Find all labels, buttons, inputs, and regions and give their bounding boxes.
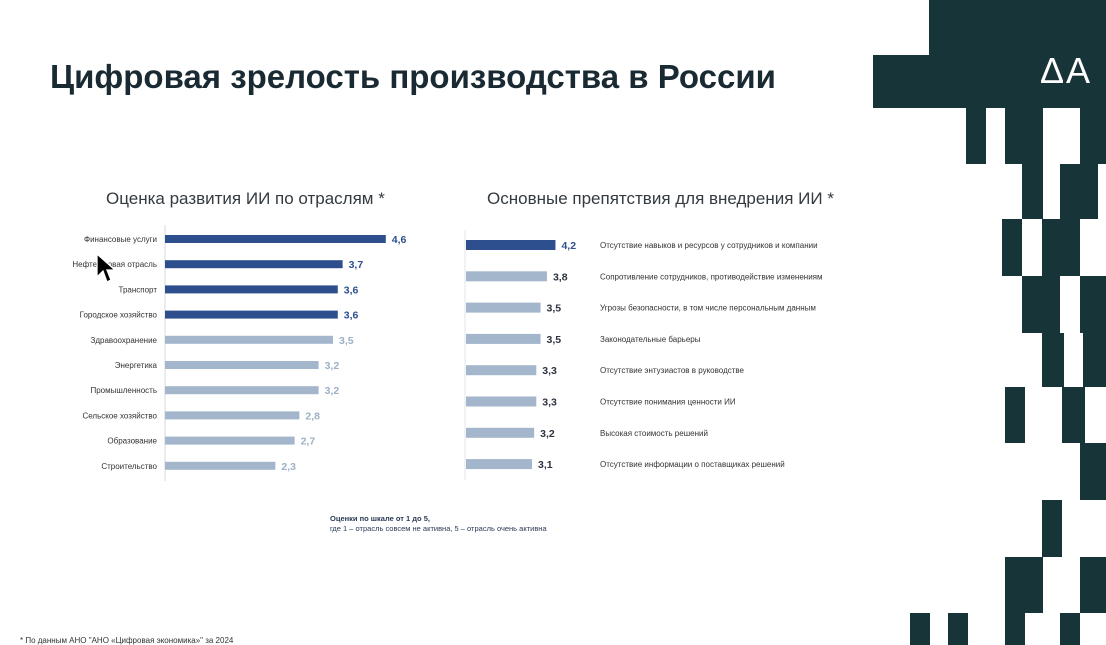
chart2-bar (466, 240, 556, 250)
company-logo: ΔΑ (1040, 50, 1093, 91)
chart2-category-label: Сопротивление сотрудников, противодейств… (600, 272, 823, 281)
brand-block (966, 108, 986, 164)
chart2-value-label: 3,3 (542, 365, 557, 377)
chart2-category-label: Отсутствие понимания ценности ИИ (600, 398, 736, 407)
brand-block (1022, 164, 1043, 219)
chart2-category-label: Отсутствие навыков и ресурсов у сотрудни… (600, 241, 818, 250)
chart2-category-label: Отсутствие энтузиастов в руководстве (600, 366, 745, 375)
brand-block (910, 613, 930, 645)
chart-industry-title: Оценка развития ИИ по отраслям * (106, 189, 385, 208)
chart1-value-label: 3,2 (325, 385, 340, 397)
chart1-value-label: 2,7 (301, 436, 316, 448)
chart2-value-label: 3,2 (540, 428, 555, 440)
chart1-category-label: Образование (107, 437, 157, 446)
chart2-value-label: 3,1 (538, 459, 553, 471)
chart2-category-label: Угрозы безопасности, в том числе персона… (600, 304, 816, 313)
chart1-bar (165, 285, 338, 294)
brand-block (1060, 613, 1080, 645)
chart2-bar (466, 271, 547, 282)
chart1-bar (165, 461, 276, 470)
chart1-value-label: 4,6 (392, 234, 407, 246)
chart2-category-label: Высокая стоимость решений (600, 429, 708, 438)
brand-block (929, 0, 1106, 55)
brand-block (1022, 276, 1060, 333)
brand-block (1060, 164, 1098, 219)
chart1-category-label: Транспорт (119, 285, 158, 294)
brand-block (948, 613, 968, 645)
chart1-bar (165, 235, 386, 243)
brand-block (1080, 276, 1106, 333)
chart2-value-label: 4,2 (561, 240, 576, 252)
chart2-value-label: 3,8 (553, 271, 568, 283)
brand-block (1005, 613, 1025, 645)
scale-note: Оценки по шкале от 1 до 5, где 1 – отрас… (330, 514, 547, 534)
brand-block (1005, 557, 1043, 613)
chart2-category-label: Отсутствие информации о поставщиках реше… (600, 460, 785, 469)
chart-ai-obstacles: 4,2 Отсутствие навыков и ресурсов у сотру… (464, 230, 823, 480)
chart2-bar (466, 396, 537, 407)
page-title: Цифровая зрелость производства в России (50, 58, 776, 95)
chart1-value-label: 3,7 (349, 259, 364, 271)
chart1-category-label: Здравоохранение (91, 336, 158, 345)
scale-note-line2: где 1 – отрасль совсем не активна, 5 – о… (330, 524, 547, 533)
chart1-bar (165, 335, 333, 344)
chart2-bar (466, 333, 541, 344)
chart1-value-label: 3,6 (344, 284, 359, 296)
brand-block (1042, 219, 1080, 276)
chart1-value-label: 3,2 (325, 360, 340, 372)
brand-block (1005, 387, 1025, 443)
chart2-category-label: Законодательные барьеры (600, 335, 701, 344)
chart2-bar (466, 427, 535, 438)
chart1-value-label: 2,3 (281, 461, 296, 473)
chart1-value-label: 3,5 (339, 335, 354, 347)
footnote: * По данным АНО "АНО «Цифровая экономика… (20, 636, 234, 645)
chart1-value-label: 2,8 (305, 410, 320, 422)
chart2-bar (466, 365, 537, 376)
brand-block (1062, 387, 1085, 443)
brand-block (1080, 557, 1106, 613)
chart1-category-label: Нефтегазовая отрасль (72, 260, 157, 269)
chart1-bar (165, 260, 343, 269)
chart2-bar (466, 459, 533, 470)
chart-obstacles-title: Основные препятствия для внедрения ИИ * (487, 189, 834, 208)
brand-block (1002, 219, 1022, 276)
chart2-value-label: 3,5 (547, 334, 562, 346)
chart-industry-ai-development: Финансовые услуги 4,6 Нефтегазовая отрасль… (72, 225, 407, 481)
chart1-bar (165, 386, 319, 395)
chart1-bar (165, 411, 300, 420)
brand-block (1005, 108, 1043, 164)
chart1-category-label: Энергетика (115, 361, 158, 370)
brand-block (1080, 108, 1106, 164)
brand-block (1042, 333, 1064, 387)
chart1-category-label: Промышленность (90, 386, 157, 395)
chart1-value-label: 3,6 (344, 310, 359, 322)
chart2-value-label: 3,3 (542, 397, 557, 409)
chart1-category-label: Сельское хозяйство (82, 411, 157, 420)
brand-block (1083, 333, 1106, 387)
brand-block (1042, 500, 1062, 557)
scale-note-line1: Оценки по шкале от 1 до 5, (330, 514, 430, 523)
brand-block (1080, 443, 1106, 500)
chart1-category-label: Городское хозяйство (80, 311, 158, 320)
chart2-value-label: 3,5 (547, 303, 562, 315)
chart1-bar (165, 436, 295, 445)
mouse-cursor-icon (96, 253, 116, 283)
chart2-bar (466, 302, 541, 313)
chart1-bar (165, 361, 319, 369)
chart1-bar (165, 310, 338, 319)
chart1-category-label: Строительство (101, 462, 157, 471)
chart1-category-label: Финансовые услуги (84, 235, 157, 244)
